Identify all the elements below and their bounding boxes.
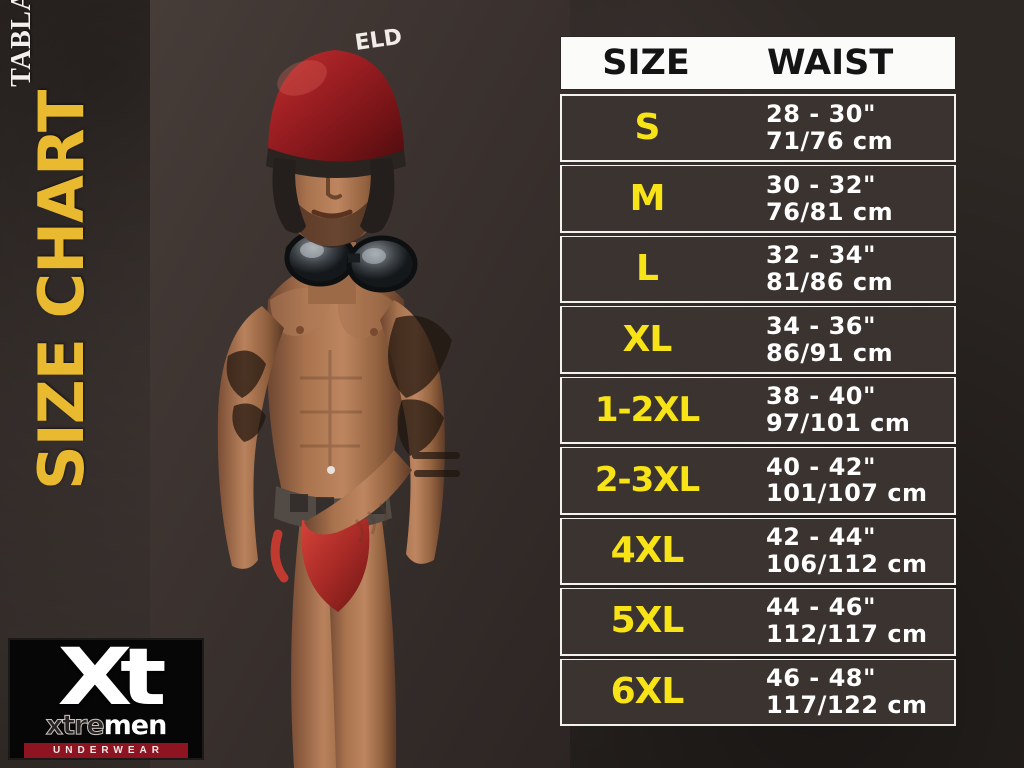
cell-waist: 34 - 36" 86/91 cm [732, 311, 954, 367]
table-row: M 30 - 32" 76/81 cm [560, 165, 956, 233]
cell-waist-inches: 32 - 34" [766, 241, 876, 270]
logo-tagline-bar: UNDERWEAR [24, 743, 188, 758]
table-row: 5XL 44 - 46" 112/117 cm [560, 588, 956, 656]
wordmark-men: men [103, 710, 168, 741]
cell-waist-inches: 42 - 44" [766, 522, 876, 551]
cell-waist-cm: 97/101 cm [766, 408, 911, 437]
cell-waist-inches: 38 - 40" [766, 382, 876, 411]
logo-wordmark: xtremen [10, 710, 202, 742]
cell-waist: 46 - 48" 117/122 cm [732, 663, 954, 719]
cell-waist-cm: 81/86 cm [766, 268, 894, 297]
cell-waist-cm: 117/122 cm [766, 690, 928, 719]
cell-waist: 44 - 46" 112/117 cm [732, 594, 954, 648]
cell-waist: 30 - 32" 76/81 cm [732, 170, 954, 226]
cell-waist-inches: 28 - 30" [766, 100, 876, 129]
page-title: SIZE CHART TABLA DE MEDIDAS [2, 0, 122, 490]
cell-waist-cm: 86/91 cm [766, 338, 894, 367]
brand-logo: Xt xtremen UNDERWEAR [8, 638, 204, 760]
logo-monogram: Xt [10, 638, 202, 723]
cell-waist-cm: 106/112 cm [766, 549, 928, 578]
column-header-size: SIZE [602, 43, 690, 83]
cell-waist: 42 - 44" 106/112 cm [732, 524, 954, 578]
cell-waist: 38 - 40" 97/101 cm [732, 383, 954, 437]
cell-waist-inches: 44 - 46" [766, 593, 876, 622]
title-main: SIZE CHART [25, 90, 98, 490]
cell-waist-cm: 101/107 cm [766, 479, 928, 508]
model-photo: ELD [150, 0, 570, 768]
cell-waist-inches: 34 - 36" [766, 311, 876, 340]
title-subtitle: TABLA DE MEDIDAS [6, 0, 38, 87]
cell-waist-inches: 30 - 32" [766, 170, 876, 199]
cell-waist-cm: 112/117 cm [766, 620, 928, 649]
cell-waist: 32 - 34" 81/86 cm [732, 242, 954, 296]
table-body: S 28 - 30" 71/76 cm M 30 - 32" 76/81 cm L 32 - … [560, 90, 956, 726]
cell-size: L [636, 248, 659, 290]
size-chart-table: SIZE WAIST S 28 - 30" 71/76 cm M 30 - 32" 76/… [560, 36, 956, 726]
cell-size: XL [622, 318, 673, 360]
cell-size: 1-2XL [594, 389, 700, 430]
cell-size: 5XL [610, 600, 685, 642]
table-row: 4XL 42 - 44" 106/112 cm [560, 517, 956, 586]
logo-monogram-text: Xt [57, 638, 167, 723]
table-row: 2-3XL 40 - 42" 101/107 cm [560, 447, 956, 515]
table-row: S 28 - 30" 71/76 cm [560, 94, 956, 163]
cell-waist-inches: 40 - 42" [766, 452, 876, 481]
cell-waist: 40 - 42" 101/107 cm [732, 452, 954, 508]
cell-waist-cm: 71/76 cm [766, 127, 894, 156]
table-header-row: SIZE WAIST [560, 36, 956, 90]
cell-size: S [634, 107, 661, 149]
cell-size: 4XL [610, 529, 685, 571]
table-row: L 32 - 34" 81/86 cm [560, 235, 956, 304]
table-row: XL 34 - 36" 86/91 cm [560, 306, 956, 374]
cell-waist-inches: 46 - 48" [766, 663, 876, 692]
cell-size: M [629, 177, 666, 219]
cell-waist-cm: 76/81 cm [766, 197, 894, 226]
cell-waist: 28 - 30" 71/76 cm [732, 101, 954, 155]
logo-tagline: UNDERWEAR [53, 745, 164, 756]
cell-size: 6XL [610, 670, 685, 712]
wordmark-xtre: xtre [45, 710, 105, 742]
cell-size: 2-3XL [594, 460, 700, 501]
table-row: 6XL 46 - 48" 117/122 cm [560, 658, 956, 726]
column-header-waist: WAIST [767, 43, 894, 83]
table-row: 1-2XL 38 - 40" 97/101 cm [560, 376, 956, 445]
